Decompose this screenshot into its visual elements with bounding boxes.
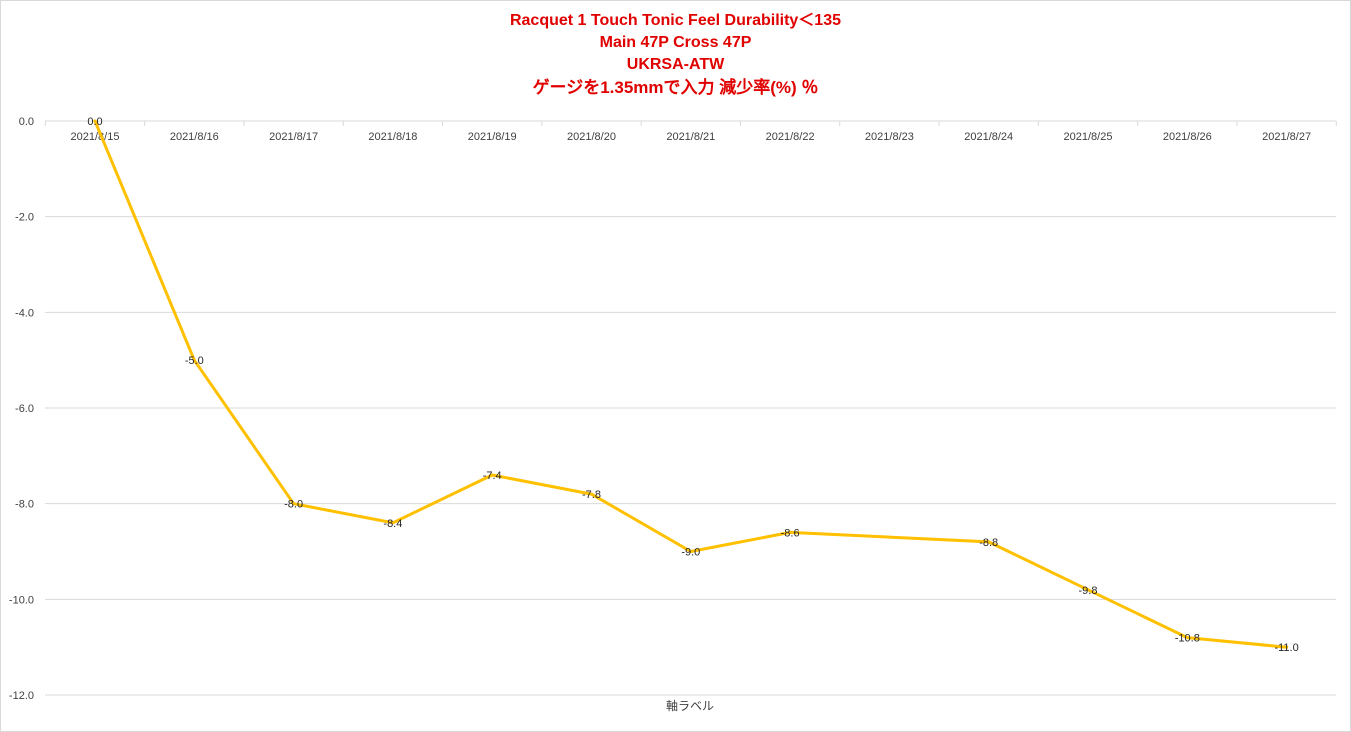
x-tick-label: 2021/8/23 [865,131,914,143]
y-axis-tick-labels: 0.0 -2.0 -4.0 -6.0 -8.0 -10.0 -12.0 [9,116,34,702]
data-label: -11.0 [1274,642,1298,654]
data-point [788,530,792,534]
x-axis-title: 軸ラベル [666,699,714,713]
data-labels: 0.0 -5.0 -8.0 -8.4 -7.4 -7.8 -9.0 -8.6 -8.8 -9.8 -… [87,116,1298,654]
y-tick-label: -8.0 [15,499,34,511]
data-label: -8.8 [979,537,998,549]
x-tick-label: 2021/8/24 [964,131,1013,143]
x-tick-label: 2021/8/15 [71,131,120,143]
data-point [1086,588,1090,592]
data-point [292,502,296,506]
gridlines [44,120,1337,696]
data-point [490,473,494,477]
y-tick-label: -4.0 [15,307,34,319]
data-label: -8.4 [383,518,402,530]
data-label: -5.0 [185,355,204,367]
data-point [93,119,97,123]
x-tick-label: 2021/8/20 [567,131,616,143]
y-tick-label: -2.0 [15,212,34,224]
x-axis-tick-labels: 2021/8/15 2021/8/16 2021/8/17 2021/8/18 2021… [71,131,1312,143]
series-group [93,119,1289,649]
chart-title-line-2: Main 47P Cross 47P [599,34,752,51]
x-tick-label: 2021/8/19 [468,131,517,143]
y-tick-label: -6.0 [15,403,34,415]
data-label: -9.0 [681,547,700,559]
x-tick-label: 2021/8/25 [1064,131,1113,143]
data-point [987,540,991,544]
x-tick-label: 2021/8/18 [368,131,417,143]
series-line [93,119,1289,649]
data-label: -10.8 [1175,633,1200,645]
y-tick-label: -12.0 [9,690,34,702]
data-point [590,492,593,496]
data-point [1285,645,1289,649]
data-label: -8.0 [284,499,303,511]
chart-title-line-3: UKRSA-ATW [626,56,725,73]
x-tick-label: 2021/8/17 [269,131,318,143]
data-label: -7.4 [483,470,502,482]
data-label: -7.8 [582,489,601,501]
x-tick-label: 2021/8/16 [170,131,219,143]
data-point [689,550,693,553]
data-point [391,521,395,525]
data-point [192,358,196,362]
x-tick-label: 2021/8/26 [1163,131,1212,143]
chart-title-line-4: ゲージを1.35mmで入力 減少率(%) ％ [532,78,819,97]
data-label: 0.0 [87,116,102,128]
y-tick-label: 0.0 [19,116,34,128]
x-tick-label: 2021/8/27 [1262,131,1311,143]
chart-title-line-1: Racquet 1 Touch Tonic Feel Durability＜13… [509,12,842,29]
data-point [1185,636,1189,640]
x-tick-label: 2021/8/21 [666,131,715,143]
data-label: -9.8 [1079,585,1098,597]
data-label: -8.6 [781,527,800,539]
x-tick-label: 2021/8/22 [766,131,815,143]
chart-title: Racquet 1 Touch Tonic Feel Durability＜13… [0,10,1351,100]
y-tick-label: -10.0 [9,594,34,606]
